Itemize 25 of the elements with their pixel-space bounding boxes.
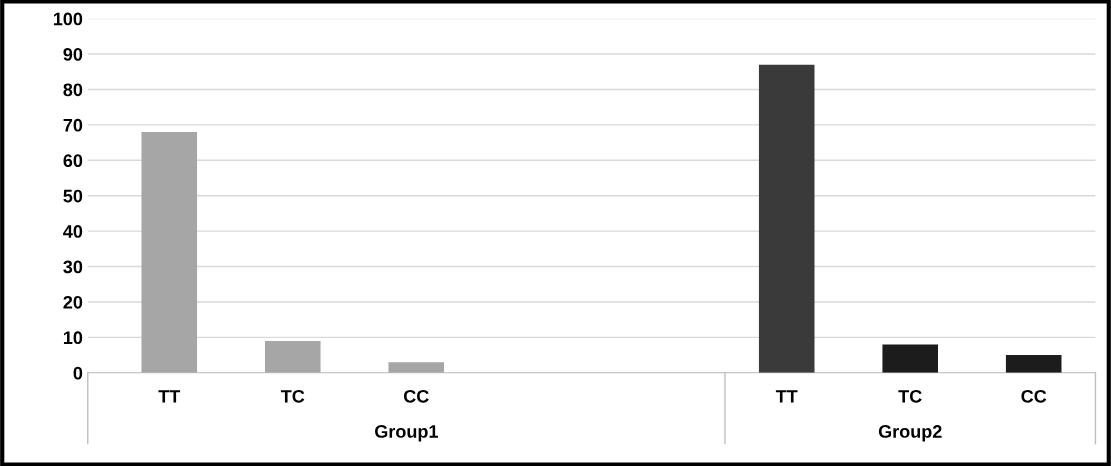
- y-tick-label: 0: [73, 366, 83, 380]
- x-tick-label: CC: [1021, 389, 1047, 403]
- bar: [141, 131, 198, 373]
- bar: [758, 64, 815, 373]
- bar: [388, 362, 445, 373]
- x-tick-label: TT: [775, 390, 798, 403]
- y-tick-label: 40: [63, 225, 83, 238]
- bar: [882, 344, 938, 373]
- y-tick-label: 90: [63, 47, 83, 61]
- y-tick-label: 30: [63, 260, 83, 274]
- x-tick-label: TT: [158, 390, 181, 403]
- y-tick-label: 100: [53, 12, 83, 26]
- x-tick-label: CC: [403, 389, 429, 403]
- y-tick-label: 70: [63, 118, 83, 132]
- x-tick-label: TC: [280, 389, 305, 403]
- bar: [1005, 355, 1062, 373]
- text: Group2: [878, 425, 942, 442]
- y-tick-label: 50: [63, 189, 83, 203]
- y-tick-label: 10: [63, 331, 83, 345]
- y-tick-label: 60: [63, 154, 83, 168]
- y-tick-label: 20: [63, 295, 83, 309]
- bar: [264, 340, 321, 373]
- text: Group1: [375, 425, 438, 442]
- y-tick-label: 80: [63, 83, 83, 97]
- x-tick-label: TC: [898, 389, 922, 403]
